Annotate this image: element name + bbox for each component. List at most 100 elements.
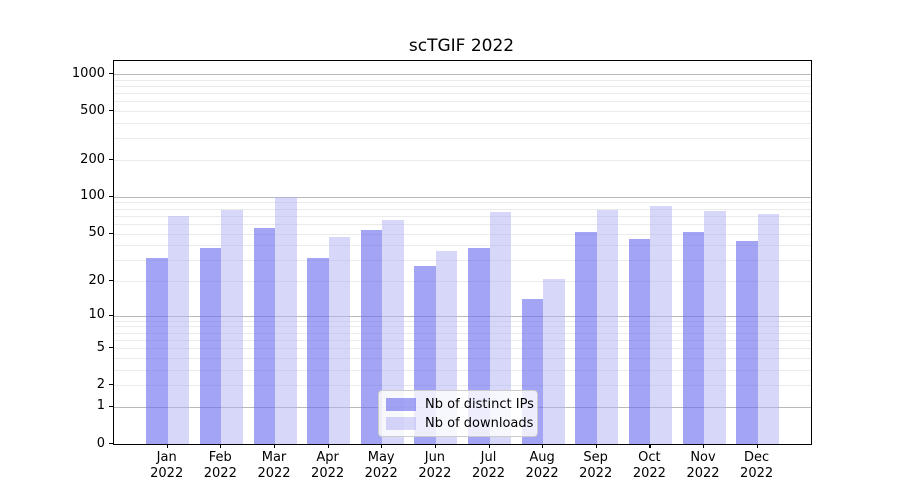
legend-label-distinct-ips: Nb of distinct IPs <box>425 397 534 412</box>
x-tick-label: Aug 2022 <box>525 450 559 481</box>
gridline-minor <box>114 320 811 322</box>
bar-distinct-ips <box>199 247 222 444</box>
gridline-major <box>114 315 811 317</box>
gridline-minor <box>114 86 811 87</box>
x-tick <box>756 444 758 448</box>
x-tick <box>488 444 490 448</box>
gridline-minor <box>114 208 811 210</box>
y-tick <box>109 280 113 282</box>
gridline-minor <box>114 281 811 282</box>
bar-downloads <box>221 210 243 444</box>
bar-downloads <box>382 219 404 444</box>
x-tick <box>703 444 705 448</box>
bar-downloads <box>167 215 190 444</box>
y-tick-label: 0 <box>96 435 105 451</box>
x-tick <box>595 444 597 448</box>
y-tick <box>109 314 113 316</box>
y-tick-label: 20 <box>88 272 105 288</box>
bar-distinct-ips <box>307 258 329 444</box>
gridline-minor <box>114 93 811 95</box>
legend-item-downloads: Nb of downloads <box>386 415 534 432</box>
bar-distinct-ips <box>682 232 704 444</box>
gridline-minor <box>114 223 811 225</box>
x-tick-label: Mar 2022 <box>257 450 291 481</box>
x-tick-label: Jun 2022 <box>418 450 452 481</box>
gridline-minor <box>114 101 811 103</box>
bar-downloads <box>596 210 619 444</box>
gridline-minor <box>114 339 811 341</box>
x-tick-label: Nov 2022 <box>686 450 720 481</box>
gridline-minor <box>114 160 811 161</box>
y-tick <box>109 347 113 349</box>
gridline-major <box>114 74 811 75</box>
y-tick <box>109 232 113 234</box>
x-tick-label: May 2022 <box>364 450 398 481</box>
x-tick-label: Feb 2022 <box>203 450 237 481</box>
x-tick <box>166 444 168 448</box>
x-tick <box>381 444 383 448</box>
y-tick-label: 1 <box>96 398 105 414</box>
y-tick <box>109 73 113 75</box>
y-tick <box>109 384 113 386</box>
bar-downloads <box>704 211 726 444</box>
gridline-minor <box>114 123 811 124</box>
gridline-minor <box>114 369 811 371</box>
y-tick-label: 5 <box>96 339 105 355</box>
legend-swatch-downloads <box>386 417 416 430</box>
y-tick-label: 500 <box>80 102 105 118</box>
gridline-minor <box>114 332 811 334</box>
x-tick-label: Jul 2022 <box>471 450 506 481</box>
x-tick-label: Sep 2022 <box>579 450 613 481</box>
bar-downloads <box>757 213 780 444</box>
gridline-minor <box>114 348 811 350</box>
bar-downloads <box>650 205 672 444</box>
gridline-major <box>114 196 811 198</box>
x-tick <box>649 444 651 448</box>
gridline-minor <box>114 111 811 113</box>
legend-swatch-distinct-ips <box>386 398 416 411</box>
x-tick <box>274 444 276 448</box>
gridline-minor <box>114 233 811 235</box>
x-tick <box>327 444 329 448</box>
bar-distinct-ips <box>628 239 651 444</box>
legend-item-distinct-ips: Nb of distinct IPs <box>386 396 534 413</box>
bar-downloads <box>275 196 297 444</box>
gridline-minor <box>114 385 811 387</box>
gridline-minor <box>114 326 811 328</box>
gridline-minor <box>114 79 811 81</box>
x-tick-label: Oct 2022 <box>632 450 666 481</box>
gridline-minor <box>114 260 811 262</box>
x-tick-label: Jan 2022 <box>150 450 184 481</box>
gridline-minor <box>114 357 811 359</box>
plot-area <box>113 60 812 445</box>
bar-downloads <box>328 236 351 444</box>
bar-distinct-ips <box>575 232 597 444</box>
bar-distinct-ips <box>253 228 275 444</box>
y-tick <box>109 405 113 408</box>
x-tick <box>434 444 437 448</box>
y-tick <box>109 159 113 161</box>
bar-distinct-ips <box>736 241 758 444</box>
x-tick <box>542 444 544 448</box>
bar-distinct-ips <box>146 258 168 444</box>
y-tick <box>109 443 113 445</box>
bar-downloads <box>543 278 565 444</box>
y-tick-label: 2 <box>96 376 105 392</box>
y-tick-label: 1000 <box>71 65 105 81</box>
legend-label-downloads: Nb of downloads <box>425 416 534 431</box>
y-tick-label: 100 <box>80 188 105 204</box>
bar-downloads <box>489 212 511 444</box>
chart-title: scTGIF 2022 <box>408 36 515 56</box>
legend: Nb of distinct IPs Nb of downloads <box>378 390 538 437</box>
gridline-minor <box>114 138 811 140</box>
gridline-minor <box>114 202 811 204</box>
gridline-minor <box>114 245 811 247</box>
x-tick-label: Dec 2022 <box>740 450 774 481</box>
bar-distinct-ips <box>360 230 383 444</box>
y-tick-label: 200 <box>80 151 105 167</box>
y-tick-label: 10 <box>88 307 105 323</box>
x-tick-label: Apr 2022 <box>311 450 345 481</box>
gridline-minor <box>114 215 811 217</box>
y-tick <box>109 195 113 198</box>
